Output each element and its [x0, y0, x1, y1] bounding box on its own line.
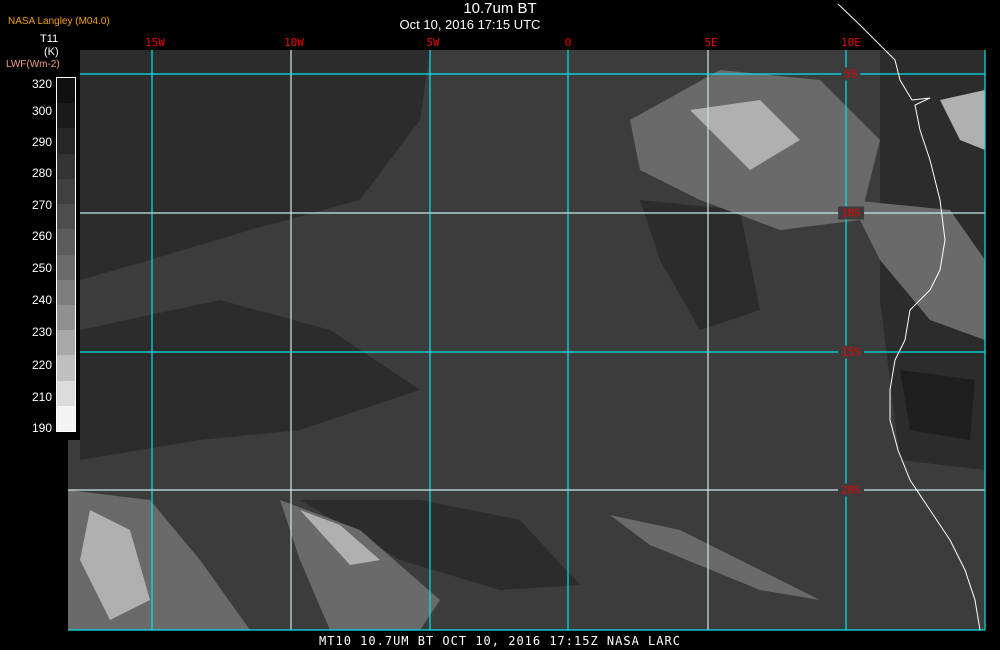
colorbar-variable: T11 — [40, 33, 59, 45]
colorbar-secondary-label: LWF(Wm-2) — [6, 59, 60, 70]
colorbar-swatch — [57, 78, 75, 104]
colorbar-swatch — [57, 229, 75, 255]
lon-label: 5E — [704, 36, 718, 49]
colorbar-swatch — [57, 279, 75, 305]
image-timestamp: Oct 10, 2016 17:15 UTC — [399, 17, 541, 32]
footer-caption: MT10 10.7UM BT OCT 10, 2016 17:15Z NASA … — [319, 634, 681, 648]
colorbar-swatch — [57, 254, 75, 280]
colorbar-unit: (K) — [44, 46, 59, 58]
lon-label: 5W — [426, 36, 440, 49]
lat-label: 15S — [838, 345, 864, 359]
colorbar — [56, 77, 76, 432]
colorbar-tick-label: 220 — [31, 358, 52, 372]
colorbar-tick-label: 210 — [31, 390, 52, 404]
lat-label: 5S — [841, 67, 861, 81]
cloud-dark-patches — [80, 50, 985, 590]
colorbar-tick-label: 290 — [31, 135, 52, 149]
lat-label: 20S — [838, 483, 864, 497]
colorbar-tick-label: 260 — [31, 229, 52, 243]
colorbar-swatch — [57, 330, 75, 356]
colorbar-tick-label: 240 — [31, 293, 52, 307]
colorbar-swatch — [57, 380, 75, 406]
colorbar-tick-label: 320 — [31, 77, 52, 91]
image-title: 10.7um BT — [463, 0, 537, 17]
colorbar-swatch — [57, 355, 75, 381]
colorbar-swatch — [57, 153, 75, 179]
colorbar-swatch — [57, 204, 75, 230]
colorbar-swatch — [57, 128, 75, 154]
coastline — [837, 3, 981, 631]
lon-label: 10E — [841, 36, 861, 49]
colorbar-tick-label: 300 — [31, 104, 52, 118]
colorbar-swatch — [57, 103, 75, 129]
cloud-bright-patches — [80, 90, 985, 620]
lon-label: 15W — [145, 36, 165, 49]
colorbar-tick-label: 230 — [31, 325, 52, 339]
colorbar-tick-label: 280 — [31, 166, 52, 180]
organization-label: NASA Langley (M04.0) — [8, 16, 110, 27]
lon-label: 0 — [564, 36, 572, 49]
grid-lines — [68, 50, 986, 631]
colorbar-tick-label: 190 — [31, 421, 52, 435]
colorbar-swatch — [57, 178, 75, 205]
colorbar-swatch — [57, 405, 75, 432]
colorbar-tick-label: 250 — [31, 261, 52, 275]
lat-label: 10S — [838, 206, 864, 220]
lon-label: 10W — [284, 36, 304, 49]
colorbar-swatch — [57, 304, 75, 331]
colorbar-tick-label: 270 — [31, 198, 52, 212]
